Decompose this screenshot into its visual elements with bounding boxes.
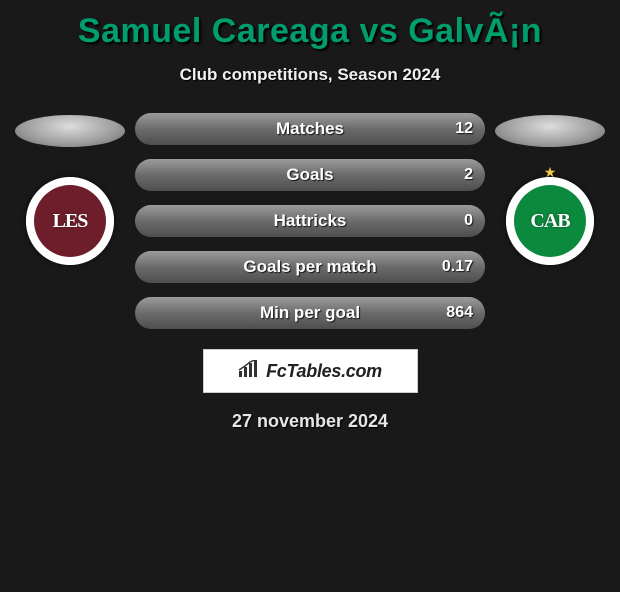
club-left-abbrev: LES: [26, 177, 114, 265]
stat-label: Min per goal: [260, 303, 360, 323]
comparison-title: Samuel Careaga vs GalvÃ¡n: [0, 12, 620, 51]
player-right-avatar: [495, 115, 605, 147]
club-right-crest: ★ CAB: [506, 177, 594, 265]
stat-label: Goals per match: [243, 257, 376, 277]
bar-chart-icon: [238, 360, 260, 383]
stat-row: Hattricks 0: [135, 205, 485, 237]
brand-box: FcTables.com: [203, 349, 418, 393]
stat-label: Matches: [276, 119, 344, 139]
stat-right-value: 0.17: [442, 258, 473, 276]
stat-bars: Matches 12 Goals 2 Hattricks 0 Goals per match…: [135, 113, 485, 329]
stat-label: Hattricks: [274, 211, 347, 231]
club-left-crest: LES: [26, 177, 114, 265]
brand-text: FcTables.com: [266, 361, 382, 382]
club-right-abbrev: CAB: [506, 177, 594, 265]
competition-subtitle: Club competitions, Season 2024: [0, 65, 620, 85]
stat-right-value: 0: [464, 212, 473, 230]
stat-right-value: 864: [446, 304, 473, 322]
player-left-avatar: [15, 115, 125, 147]
stat-right-value: 2: [464, 166, 473, 184]
stat-row: Goals 2: [135, 159, 485, 191]
stat-right-value: 12: [455, 120, 473, 138]
player-right-column: ★ CAB: [490, 113, 610, 265]
stat-row: Min per goal 864: [135, 297, 485, 329]
stat-label: Goals: [286, 165, 333, 185]
comparison-body: LES Matches 12 Goals 2 Hattricks 0 Goals per m…: [0, 113, 620, 329]
snapshot-date: 27 november 2024: [0, 411, 620, 432]
stat-row: Goals per match 0.17: [135, 251, 485, 283]
player-left-column: LES: [10, 113, 130, 265]
stat-row: Matches 12: [135, 113, 485, 145]
